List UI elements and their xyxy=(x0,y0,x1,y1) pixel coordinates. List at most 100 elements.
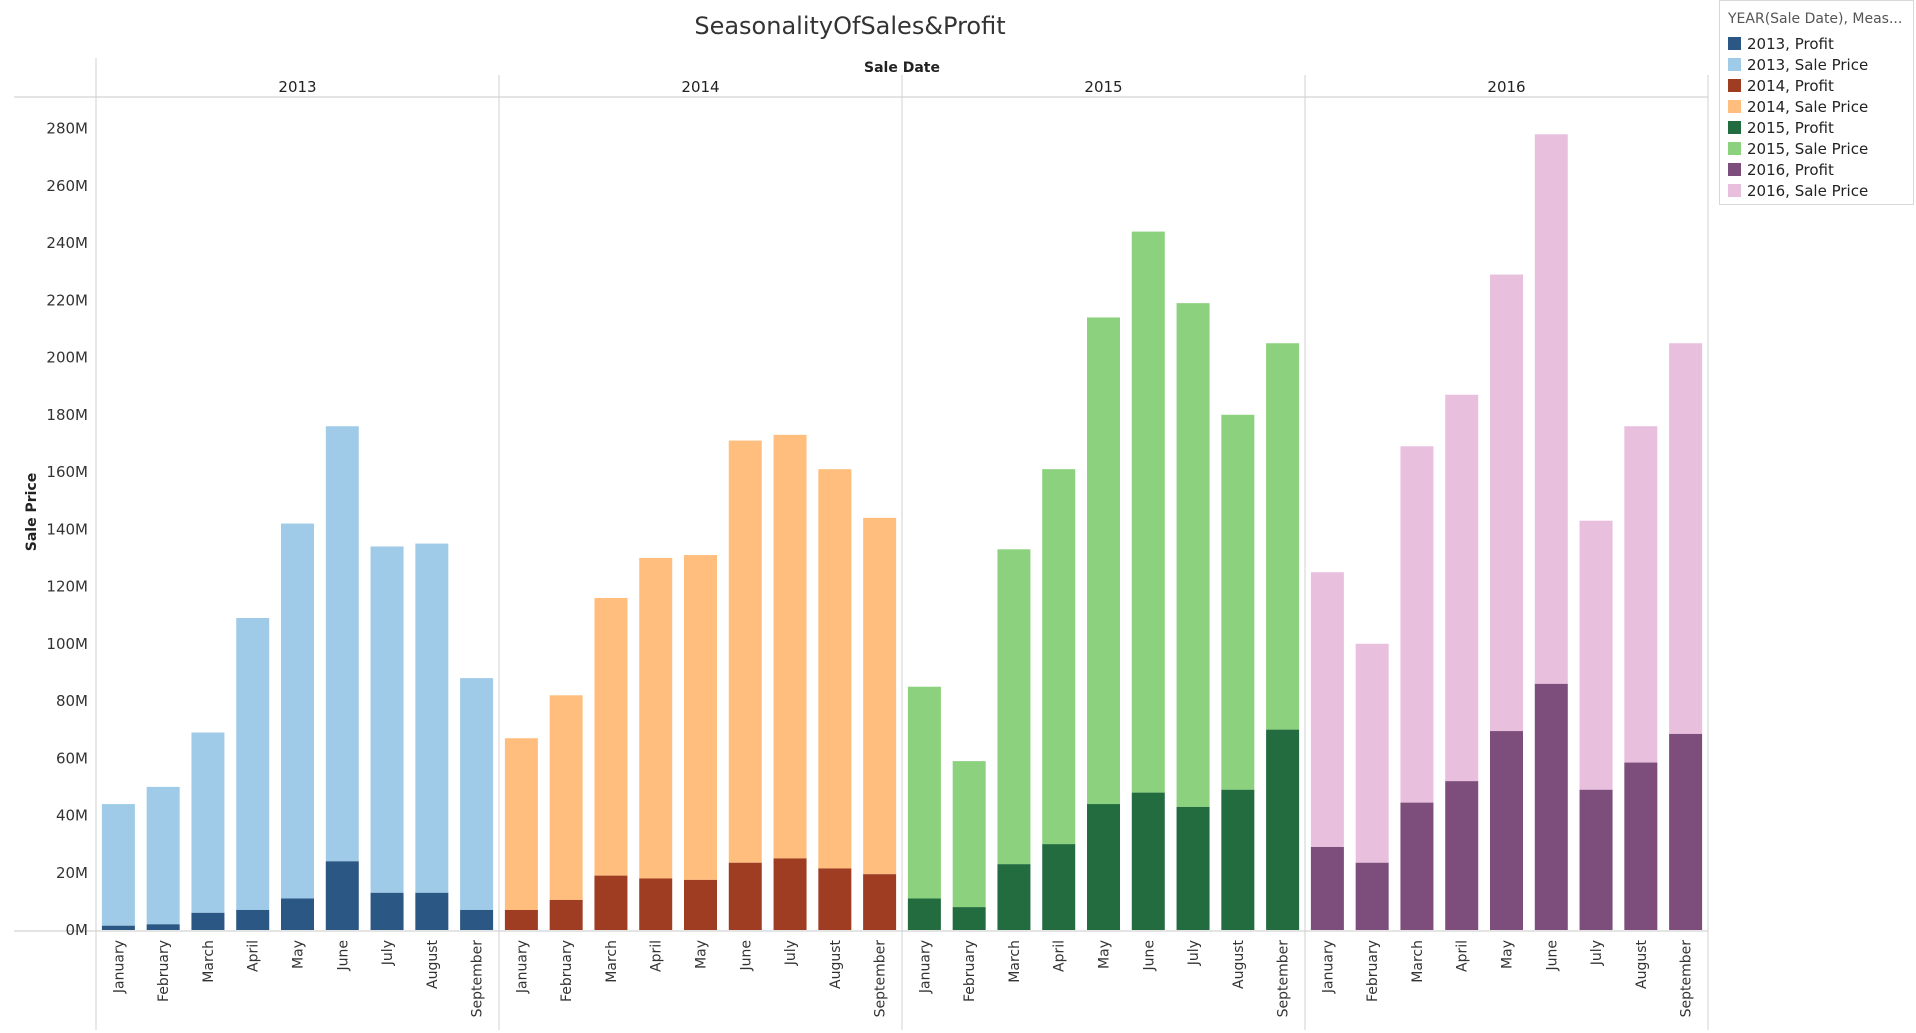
month-label: September xyxy=(470,940,486,1018)
legend-swatch xyxy=(1728,100,1741,113)
month-label: January xyxy=(1320,940,1336,994)
month-label: June xyxy=(738,940,754,972)
sale-price-bar xyxy=(1355,643,1389,863)
profit-bar xyxy=(325,861,359,930)
month-label: March xyxy=(201,940,217,983)
y-tick-label: 260M xyxy=(46,177,88,195)
month-label: February xyxy=(559,940,575,1002)
legend-label: 2015, Sale Price xyxy=(1747,139,1869,158)
profit-bar xyxy=(907,898,941,930)
profit-bar xyxy=(370,892,404,930)
y-tick-label: 140M xyxy=(46,520,88,538)
profit-bar xyxy=(1042,844,1076,930)
sale-price-bar xyxy=(460,678,494,910)
sale-price-bar xyxy=(1087,317,1120,805)
profit-bar xyxy=(1310,846,1344,930)
legend-item[interactable]: 2015, Profit xyxy=(1720,117,1913,138)
profit-bar xyxy=(1400,802,1434,930)
sale-price-bar xyxy=(549,695,583,900)
profit-bar xyxy=(415,892,449,930)
profit-bar xyxy=(1624,762,1658,930)
sale-price-bar xyxy=(1669,343,1703,734)
month-label: September xyxy=(1679,940,1695,1018)
y-tick-label: 280M xyxy=(46,120,88,138)
year-header: 2014 xyxy=(681,78,719,96)
month-label: July xyxy=(783,940,799,966)
sale-price-bar xyxy=(1624,426,1658,763)
sale-price-bar xyxy=(684,555,717,880)
month-label: September xyxy=(873,940,889,1018)
sale-price-bar xyxy=(1445,394,1479,782)
profit-bar xyxy=(504,909,538,930)
legend-item[interactable]: 2015, Sale Price xyxy=(1720,138,1913,159)
profit-bar xyxy=(1355,862,1389,930)
legend-item[interactable]: 2014, Profit xyxy=(1720,75,1913,96)
profit-bar xyxy=(952,907,986,930)
y-tick-label: 20M xyxy=(56,864,88,882)
month-label: May xyxy=(1500,940,1516,969)
month-label: May xyxy=(291,940,307,969)
month-label: January xyxy=(917,940,933,994)
legend-swatch xyxy=(1728,121,1741,134)
profit-bar xyxy=(236,909,270,930)
legend-item[interactable]: 2014, Sale Price xyxy=(1720,96,1913,117)
sale-price-bar xyxy=(325,426,359,862)
legend-label: 2013, Profit xyxy=(1747,34,1834,53)
sale-price-bar xyxy=(1221,414,1255,790)
sale-price-bar xyxy=(1310,572,1344,847)
month-label: February xyxy=(1365,940,1381,1002)
profit-bar xyxy=(1176,806,1210,930)
sale-price-bar xyxy=(1131,231,1165,793)
profit-bar xyxy=(191,912,225,930)
legend-item[interactable]: 2013, Profit xyxy=(1720,33,1913,54)
legend-item[interactable]: 2016, Sale Price xyxy=(1720,180,1913,201)
profit-bar xyxy=(146,924,180,930)
sale-price-bar xyxy=(594,597,628,876)
month-label: June xyxy=(1544,940,1560,972)
profit-bar xyxy=(639,878,673,930)
month-label: July xyxy=(1589,940,1605,966)
sale-price-bar xyxy=(1579,520,1613,790)
sale-price-bar xyxy=(101,804,135,926)
sale-price-bar xyxy=(236,618,270,910)
profit-bar xyxy=(594,875,628,930)
legend-item[interactable]: 2016, Profit xyxy=(1720,159,1913,180)
sale-price-bar xyxy=(415,543,449,893)
legend-swatch xyxy=(1728,37,1741,50)
sale-price-bar xyxy=(907,686,941,899)
month-label: May xyxy=(1097,940,1113,969)
month-label: March xyxy=(1410,940,1426,983)
month-label: August xyxy=(828,939,844,989)
legend-label: 2013, Sale Price xyxy=(1747,55,1869,74)
legend-label: 2015, Profit xyxy=(1747,118,1834,137)
y-tick-label: 200M xyxy=(46,349,88,367)
profit-bar xyxy=(549,899,583,930)
profit-bar xyxy=(281,898,314,930)
legend-swatch xyxy=(1728,184,1741,197)
month-label: April xyxy=(1052,940,1068,972)
month-label: July xyxy=(380,940,396,966)
legend[interactable]: YEAR(Sale Date), Meas... 2013, Profit 20… xyxy=(1719,0,1914,205)
month-label: August xyxy=(1231,939,1247,989)
month-label: August xyxy=(425,939,441,989)
legend-label: 2016, Profit xyxy=(1747,160,1834,179)
month-label: September xyxy=(1276,940,1292,1018)
month-label: January xyxy=(111,940,127,994)
chart-plot: Sale Date Sale Price 0M 20M 40M 60M 80M 100M 120… xyxy=(14,58,1709,1030)
x-axis-title: Sale Date xyxy=(864,60,940,76)
sale-price-bar xyxy=(1534,134,1568,684)
profit-bar xyxy=(1266,729,1300,930)
year-header: 2015 xyxy=(1084,78,1122,96)
profit-bar xyxy=(1131,792,1165,930)
legend-items: 2013, Profit 2013, Sale Price 2014, Prof… xyxy=(1720,33,1913,201)
legend-swatch xyxy=(1728,163,1741,176)
sale-price-bar xyxy=(191,732,225,913)
sale-price-bar xyxy=(146,786,180,925)
month-label: May xyxy=(694,940,710,969)
legend-item[interactable]: 2013, Sale Price xyxy=(1720,54,1913,75)
y-tick-label: 100M xyxy=(46,635,88,653)
legend-swatch xyxy=(1728,79,1741,92)
sale-price-bar xyxy=(281,523,314,899)
profit-bar xyxy=(818,868,852,930)
sale-price-bar xyxy=(863,517,897,875)
